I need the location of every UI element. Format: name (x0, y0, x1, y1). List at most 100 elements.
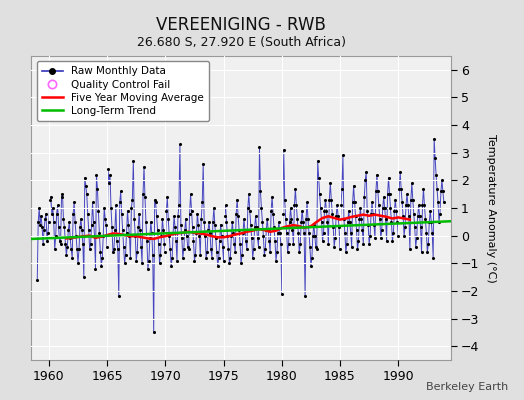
Point (221, 213, 229, 220)
Point (428, 230, 436, 236)
Point (255, 144, 264, 150)
Point (206, 230, 214, 236)
Point (179, 254, 187, 261)
Point (396, 169, 405, 175)
Point (190, 257, 199, 264)
Point (196, 252, 204, 258)
Point (181, 227, 189, 233)
Point (74, 260, 82, 266)
Point (395, 186, 403, 192)
Point (157, 232, 166, 239)
Point (296, 241, 304, 247)
Point (125, 232, 134, 239)
Point (260, 252, 268, 258)
Point (51, 232, 60, 239)
Point (50, 246, 59, 253)
Point (172, 238, 180, 244)
Point (189, 238, 198, 244)
Point (40, 227, 48, 233)
Point (420, 202, 429, 208)
Point (64, 227, 72, 233)
Point (388, 238, 397, 244)
Point (394, 232, 402, 239)
Point (230, 241, 238, 247)
Point (109, 249, 117, 256)
Point (221, 202, 230, 208)
Point (65, 219, 73, 225)
Point (345, 219, 354, 225)
Point (418, 202, 427, 208)
Point (92, 172, 101, 178)
Point (406, 246, 414, 253)
Point (354, 238, 363, 244)
Point (54, 224, 63, 230)
Point (79, 241, 87, 247)
Point (367, 210, 375, 217)
Point (252, 213, 260, 220)
Point (368, 199, 376, 206)
Point (385, 191, 394, 197)
Point (272, 257, 280, 264)
Point (88, 221, 96, 228)
Point (408, 180, 416, 186)
Point (430, 136, 439, 142)
Point (270, 224, 278, 230)
Point (295, 249, 303, 256)
Point (66, 235, 74, 242)
Point (34, 219, 42, 225)
Point (323, 219, 332, 225)
Point (233, 196, 242, 203)
Point (378, 227, 386, 233)
Point (360, 194, 368, 200)
Point (288, 227, 297, 233)
Point (223, 232, 232, 239)
Point (49, 205, 57, 211)
Point (293, 216, 301, 222)
Point (121, 260, 129, 266)
Point (159, 227, 168, 233)
Point (110, 246, 118, 253)
Y-axis label: Temperature Anomaly (°C): Temperature Anomaly (°C) (486, 134, 496, 282)
Point (426, 208, 434, 214)
Point (124, 221, 133, 228)
Point (150, 196, 159, 203)
Point (184, 246, 193, 253)
Point (305, 230, 313, 236)
Point (194, 221, 203, 228)
Point (419, 186, 428, 192)
Point (431, 155, 439, 162)
Point (352, 227, 361, 233)
Point (211, 221, 219, 228)
Point (238, 252, 246, 258)
Point (90, 232, 99, 239)
Point (201, 232, 209, 239)
Point (170, 213, 178, 220)
Point (100, 205, 108, 211)
Point (195, 232, 203, 239)
Point (324, 241, 333, 247)
Point (143, 238, 151, 244)
Point (241, 227, 249, 233)
Point (264, 227, 272, 233)
Point (56, 238, 64, 244)
Point (191, 252, 200, 258)
Point (327, 196, 335, 203)
Point (276, 230, 284, 236)
Point (105, 180, 113, 186)
Point (315, 191, 324, 197)
Point (48, 210, 56, 217)
Point (205, 219, 213, 225)
Point (192, 230, 201, 236)
Point (412, 235, 421, 242)
Point (131, 232, 139, 239)
Point (152, 213, 161, 220)
Point (126, 254, 135, 261)
Point (182, 232, 191, 239)
Point (45, 219, 53, 225)
Point (160, 241, 169, 247)
Point (76, 224, 84, 230)
Point (417, 249, 425, 256)
Point (358, 227, 366, 233)
Point (112, 202, 120, 208)
Point (294, 230, 302, 236)
